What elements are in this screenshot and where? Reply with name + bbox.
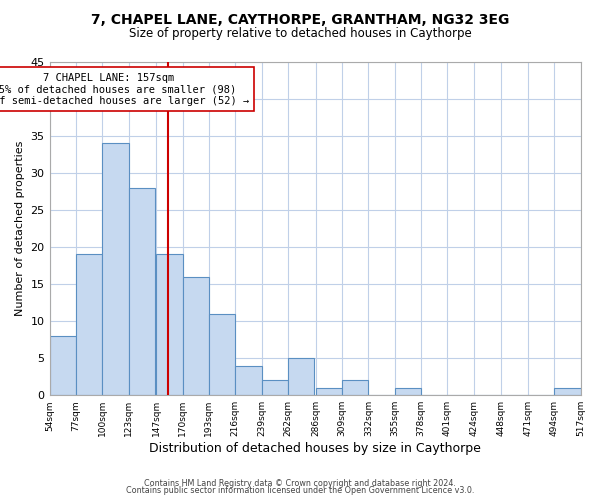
Bar	[156, 254, 182, 395]
Bar	[554, 388, 581, 395]
Text: 7 CHAPEL LANE: 157sqm
← 65% of detached houses are smaller (98)
35% of semi-deta: 7 CHAPEL LANE: 157sqm ← 65% of detached …	[0, 72, 249, 106]
Bar	[182, 276, 209, 395]
Bar	[235, 366, 262, 395]
Bar	[288, 358, 314, 395]
Text: Contains HM Land Registry data © Crown copyright and database right 2024.: Contains HM Land Registry data © Crown c…	[144, 478, 456, 488]
X-axis label: Distribution of detached houses by size in Caythorpe: Distribution of detached houses by size …	[149, 442, 481, 455]
Bar	[102, 143, 128, 395]
Bar	[316, 388, 342, 395]
Bar	[395, 388, 421, 395]
Bar	[342, 380, 368, 395]
Text: Contains public sector information licensed under the Open Government Licence v3: Contains public sector information licen…	[126, 486, 474, 495]
Bar	[262, 380, 288, 395]
Text: Size of property relative to detached houses in Caythorpe: Size of property relative to detached ho…	[128, 28, 472, 40]
Bar	[76, 254, 102, 395]
Text: 7, CHAPEL LANE, CAYTHORPE, GRANTHAM, NG32 3EG: 7, CHAPEL LANE, CAYTHORPE, GRANTHAM, NG3…	[91, 12, 509, 26]
Bar	[128, 188, 155, 395]
Bar	[50, 336, 76, 395]
Y-axis label: Number of detached properties: Number of detached properties	[15, 140, 25, 316]
Bar	[209, 314, 235, 395]
